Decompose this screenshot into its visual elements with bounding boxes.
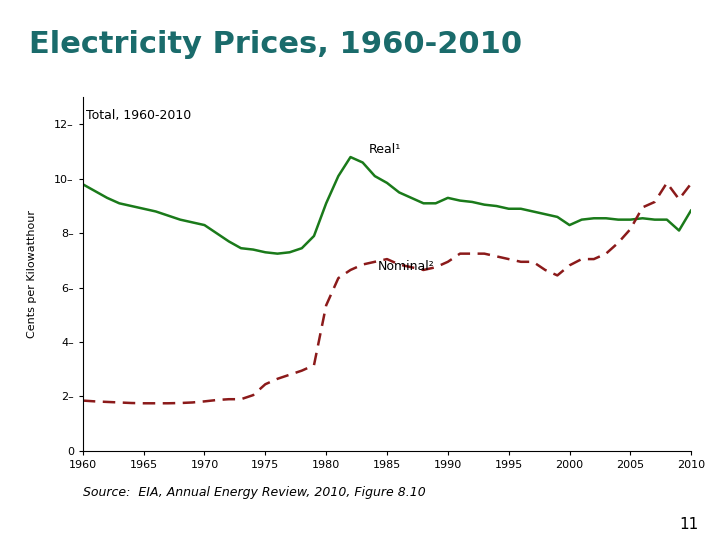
Text: Total, 1960-2010: Total, 1960-2010 (86, 110, 192, 123)
Text: Electricity Prices, 1960-2010: Electricity Prices, 1960-2010 (29, 30, 522, 59)
Text: Nominal²: Nominal² (377, 260, 434, 273)
Text: Real¹: Real¹ (369, 143, 401, 156)
Text: 11: 11 (679, 517, 698, 532)
Text: Source:  EIA, Annual Energy Review, 2010, Figure 8.10: Source: EIA, Annual Energy Review, 2010,… (83, 486, 426, 499)
Y-axis label: Cents per Kilowatthour: Cents per Kilowatthour (27, 210, 37, 338)
